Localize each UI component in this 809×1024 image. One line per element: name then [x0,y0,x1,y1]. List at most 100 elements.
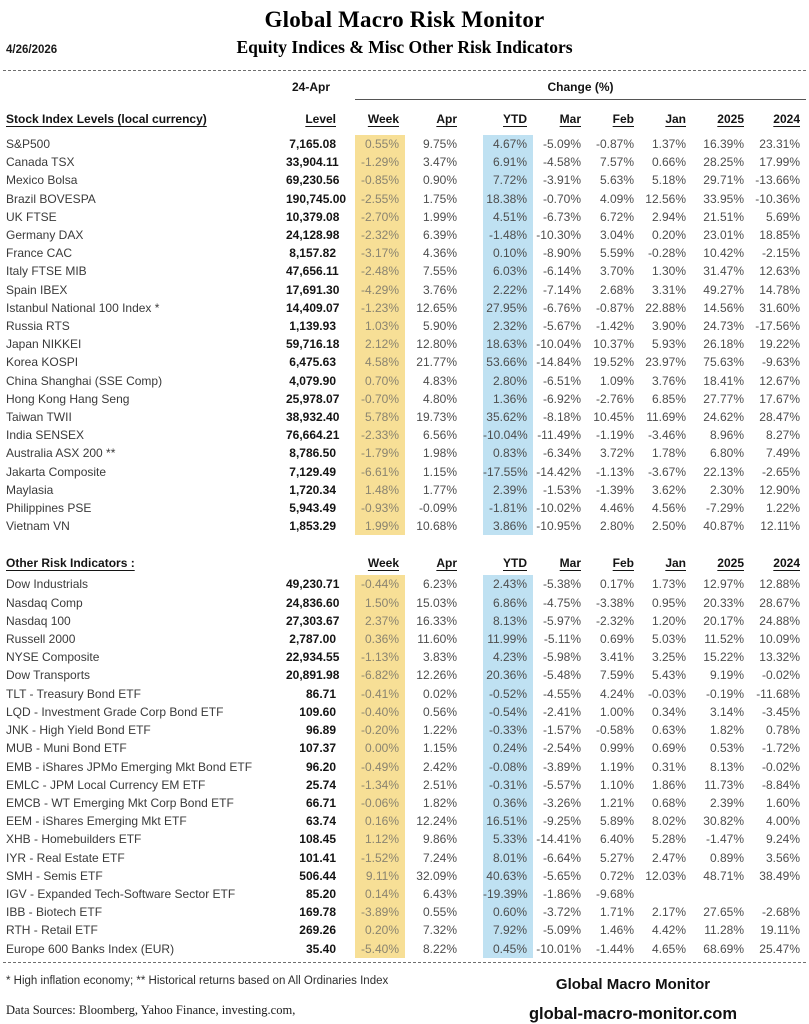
change-feb: 19.52% [593,355,634,370]
change-week: -2.32% [355,226,405,245]
change-mar: -14.42% [536,464,581,479]
change-mar: -8.90% [542,246,581,261]
change-feb: -3.38% [595,595,634,610]
change-2025: 27.65% [703,905,744,920]
change-apr: 12.80% [416,337,457,352]
change-week: 0.70% [355,371,405,390]
change-feb: 5.59% [599,246,634,261]
change-week: 0.55% [355,135,405,154]
level-value: 6,475.63 [289,355,336,370]
change-apr: 1.15% [422,464,457,479]
change-2024: 12.88% [759,577,800,592]
change-2025: 1.82% [709,723,744,738]
change-mar: -3.72% [542,905,581,920]
index-name: EEM - iShares Emerging Mkt ETF [6,814,187,829]
change-2025 [692,885,750,903]
level-value: 27,303.67 [286,613,340,628]
change-2025: 15.22% [703,650,744,665]
top-divider [3,70,806,71]
change-jan: 5.03% [651,632,686,647]
change-week: -6.61% [355,462,405,481]
index-name: Russia RTS [6,319,70,334]
change-mar: -10.02% [536,501,581,516]
level-value: 86.71 [305,686,336,701]
change-feb: 6.72% [599,209,634,224]
change-week: -6.82% [355,666,405,685]
change-mar: -5.97% [542,613,581,628]
change-feb: 0.99% [599,741,634,756]
change-week: -5.40% [355,939,405,958]
change-mar: -5.57% [542,777,581,792]
change-2025: 24.62% [703,410,744,425]
index-name: Japan NIKKEI [6,337,82,352]
change-week: -1.29% [355,153,405,172]
change-ytd: 11.99% [483,630,533,649]
change-2025: 0.89% [709,850,744,865]
change-apr: 5.90% [422,319,457,334]
change-2025: 6.80% [709,446,744,461]
change-mar: -10.01% [536,941,581,956]
change-apr: 7.24% [422,850,457,865]
change-2024: -0.02% [761,668,800,683]
table-row: Spain IBEX 17,691.30 -4.29% 3.76% 2.22% … [3,280,806,299]
index-name: EMB - iShares JPMo Emerging Mkt Bond ETF [6,759,253,774]
change-jan: -3.67% [647,464,686,479]
index-name: Australia ASX 200 ** [6,446,116,461]
change-mar: -6.14% [542,264,581,279]
level-value: 25,978.07 [286,391,340,406]
table-row: Taiwan TWII 38,932.40 5.78% 19.73% 35.62… [3,408,806,427]
change-jan: 1.37% [651,137,686,151]
change-ytd: 3.86% [483,517,533,536]
table-row: RTH - Retail ETF 269.26 0.20% 7.32% 7.92… [3,921,806,940]
change-jan: 1.78% [651,446,686,461]
report-date: 4/26/2026 [6,44,58,56]
change-2025: 20.33% [703,595,744,610]
change-2024: -1.72% [761,741,800,756]
change-2024: 24.88% [759,613,800,628]
change-jan: -0.28% [647,246,686,261]
table-row: Japan NIKKEI 59,716.18 2.12% 12.80% 18.6… [3,335,806,354]
change-mar: -11.49% [537,428,581,443]
level-value: 33,904.11 [286,155,339,170]
change-week: -1.23% [355,298,405,318]
change-mar: -5.48% [542,668,581,683]
change-week: -0.49% [355,757,405,776]
change-feb: 10.37% [593,337,634,352]
level-value: 22,934.55 [286,650,340,665]
change-2024: -17.56% [755,319,800,334]
change-2025: 14.56% [703,300,744,315]
col-header-2024: 2024 [773,112,800,126]
level-value: 169.78 [299,905,336,920]
change-apr: 3.76% [422,282,457,297]
website-link[interactable]: global-macro-monitor.com [528,1004,738,1023]
change-apr: 8.22% [422,941,457,956]
change-jan: 0.69% [651,741,686,756]
change-apr: 6.23% [422,577,457,592]
index-name: Germany DAX [6,228,84,243]
change-apr: 0.02% [422,686,457,701]
change-2025: 21.51% [703,209,744,224]
table-row: IBB - Biotech ETF 169.78 -3.89% 0.55% 0.… [3,903,806,922]
index-name: EMCB - WT Emerging Mkt Corp Bond ETF [6,795,234,810]
change-apr: 0.56% [422,704,457,719]
table-row: Korea KOSPI 6,475.63 4.58% 21.77% 53.66%… [3,353,806,372]
level-value: 96.20 [305,759,336,774]
table-row: TLT - Treasury Bond ETF 86.71 -0.41% 0.0… [3,684,806,703]
index-name: SMH - Semis ETF [6,868,103,883]
change-feb: 3.72% [599,446,634,461]
change-jan: 4.56% [651,501,686,516]
change-ytd: 2.43% [483,575,533,594]
table-row: EMB - iShares JPMo Emerging Mkt Bond ETF… [3,757,806,776]
change-mar: -1.86% [542,886,581,901]
change-feb: 1.09% [599,373,634,388]
change-2024: 12.90% [759,482,800,497]
change-2025: 2.30% [709,482,744,497]
change-week: -0.06% [355,793,405,813]
change-2024: 14.78% [759,282,800,297]
change-apr: 4.80% [422,391,457,406]
change-2024: -13.66% [755,173,800,188]
change-ytd: 0.24% [483,739,533,758]
level-value: 63.74 [305,814,336,829]
footer-left: * High inflation economy; ** Historical … [3,971,478,1024]
change-jan: 2.17% [651,905,686,920]
